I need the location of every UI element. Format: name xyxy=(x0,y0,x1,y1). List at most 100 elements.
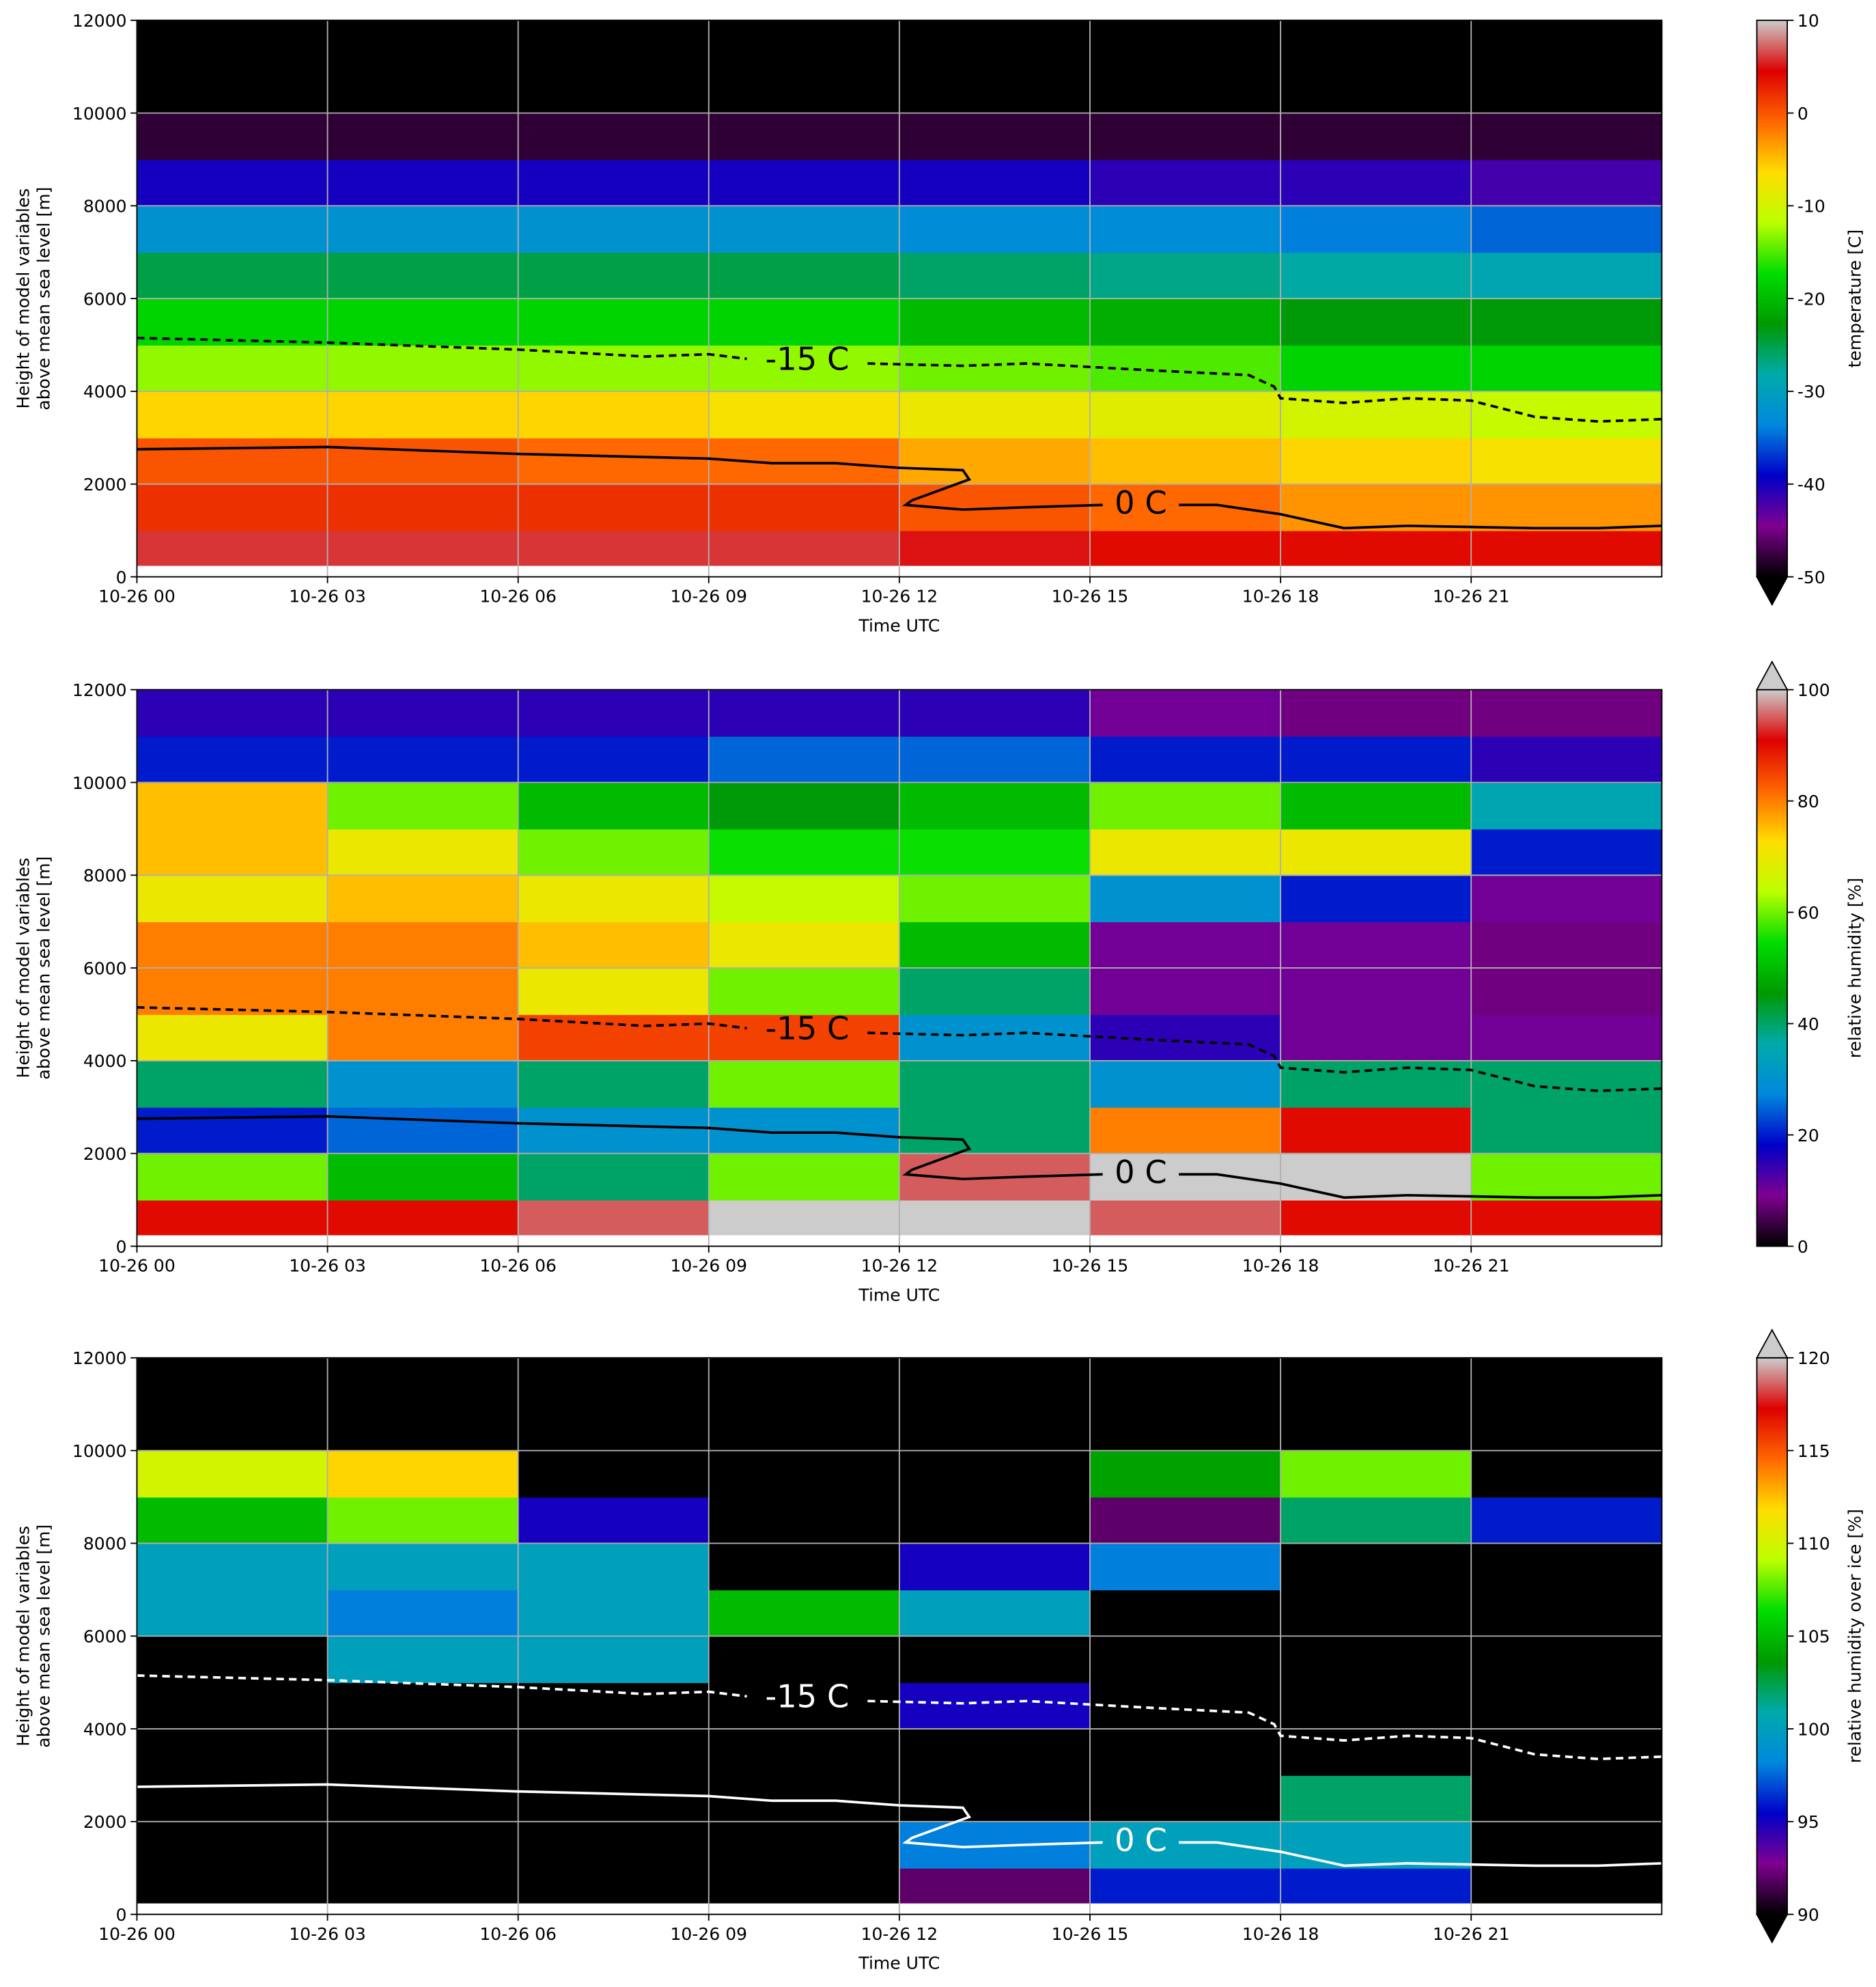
colorbar-tick-label: -40 xyxy=(1797,475,1825,495)
heatmap-cell xyxy=(708,829,900,876)
x-tick-label: 10-26 06 xyxy=(479,1924,557,1944)
heatmap-cell xyxy=(327,1729,519,1776)
x-tick-label: 10-26 06 xyxy=(479,587,557,607)
heatmap-cell xyxy=(899,921,1091,969)
heatmap-cell xyxy=(1471,1404,1663,1451)
heatmap-cell xyxy=(1471,20,1663,68)
colorbar-tick-label: 20 xyxy=(1797,1126,1819,1145)
heatmap-cell xyxy=(899,113,1091,161)
colorbar-extend-min xyxy=(1755,1913,1789,1944)
heatmap-cell xyxy=(899,530,1091,566)
heatmap-cell xyxy=(708,1014,900,1061)
x-tick-label: 10-26 09 xyxy=(670,587,747,607)
heatmap-cell xyxy=(137,530,328,566)
x-tick-label: 10-26 00 xyxy=(98,587,176,607)
x-tick-label: 10-26 00 xyxy=(98,1924,176,1944)
heatmap-cell xyxy=(518,484,710,531)
heatmap-cell xyxy=(899,206,1091,253)
heatmap-cell xyxy=(1089,736,1282,783)
heatmap-cell xyxy=(518,391,710,439)
heatmap-cell xyxy=(1089,689,1282,737)
heatmap-cell xyxy=(899,736,1091,783)
heatmap-cell xyxy=(708,689,900,737)
heatmap-cell xyxy=(518,66,710,114)
x-axis-label: Time UTC xyxy=(858,1285,940,1305)
heatmap-cell xyxy=(327,689,519,737)
contour-label: -15 C xyxy=(766,340,850,377)
y-tick-label: 2000 xyxy=(83,1812,127,1832)
heatmap-cell xyxy=(708,921,900,969)
heatmap-cell xyxy=(1089,875,1282,923)
x-tick-label: 10-26 15 xyxy=(1052,1924,1129,1944)
heatmap-cell xyxy=(137,1153,328,1201)
y-tick-label: 10000 xyxy=(72,773,127,793)
y-tick-label: 12000 xyxy=(72,1348,127,1368)
heatmap-cell xyxy=(137,1497,328,1544)
heatmap-cell xyxy=(1471,921,1663,969)
y-axis-label: Height of model variables xyxy=(14,858,33,1079)
heatmap-cell xyxy=(518,829,710,876)
heatmap-cell xyxy=(1280,252,1472,300)
heatmap-cell xyxy=(1280,159,1472,207)
heatmap-cell xyxy=(137,1404,328,1451)
heatmap-cell xyxy=(1471,875,1663,923)
heatmap-cell xyxy=(899,1014,1091,1061)
heatmap-cell xyxy=(708,1821,900,1869)
heatmap-cell xyxy=(1280,1497,1472,1544)
heatmap-cell xyxy=(327,782,519,830)
y-tick-label: 0 xyxy=(116,1237,127,1257)
heatmap-cell xyxy=(327,1357,519,1405)
heatmap-cell xyxy=(327,345,519,392)
heatmap-cell xyxy=(1280,345,1472,392)
x-tick-label: 10-26 12 xyxy=(861,587,938,607)
x-tick-label: 10-26 21 xyxy=(1433,587,1510,607)
heatmap-cell xyxy=(1471,782,1663,830)
heatmap-cell xyxy=(1280,1199,1472,1236)
heatmap-cell xyxy=(1280,437,1472,485)
heatmap-cell xyxy=(899,391,1091,439)
x-tick-label: 10-26 06 xyxy=(479,1256,557,1276)
heatmap-cell xyxy=(1089,252,1282,300)
heatmap-cell xyxy=(1471,484,1663,531)
heatmap-cell xyxy=(518,530,710,566)
heatmap-cell xyxy=(327,736,519,783)
heatmap-cell xyxy=(327,437,519,485)
heatmap-cell xyxy=(1280,1729,1472,1776)
heatmap-cell xyxy=(1089,437,1282,485)
heatmap-cell xyxy=(518,345,710,392)
heatmap-cell xyxy=(1280,829,1472,876)
heatmap-cell xyxy=(137,1450,328,1498)
heatmap-cell xyxy=(518,1729,710,1776)
heatmap-cell xyxy=(137,921,328,969)
heatmap-cell xyxy=(1089,1543,1282,1591)
y-axis-label: above mean sea level [m] xyxy=(33,857,53,1080)
heatmap-cell xyxy=(899,298,1091,346)
heatmap-cell xyxy=(327,1107,519,1154)
heatmap-cell xyxy=(327,298,519,346)
colorbar-extend-max xyxy=(1755,1329,1789,1359)
x-tick-label: 10-26 21 xyxy=(1433,1256,1510,1276)
heatmap-cell xyxy=(899,437,1091,485)
heatmap-cell xyxy=(1280,113,1472,161)
heatmap-cell xyxy=(137,1775,328,1822)
contour-line xyxy=(137,1674,1662,1761)
heatmap-cell xyxy=(1089,1450,1282,1498)
heatmap-cell xyxy=(1280,206,1472,253)
heatmap-cell xyxy=(899,1775,1091,1822)
heatmap-cell xyxy=(1280,1357,1472,1405)
heatmap-cell xyxy=(1471,1682,1663,1729)
heatmap-cell xyxy=(137,345,328,392)
colorbar-tick-label: 40 xyxy=(1797,1014,1819,1034)
heatmap-cell xyxy=(1089,1867,1282,1904)
heatmap-cell xyxy=(1280,736,1472,783)
colorbar-tick-label: 0 xyxy=(1797,104,1808,124)
heatmap-cell xyxy=(1280,66,1472,114)
x-axis-label: Time UTC xyxy=(858,615,940,635)
heatmap-cell xyxy=(1471,1729,1663,1776)
heatmap-cell xyxy=(518,1199,710,1236)
heatmap-cell xyxy=(137,20,328,68)
heatmap-cell xyxy=(518,1682,710,1729)
heatmap-cell xyxy=(327,159,519,207)
heatmap-cell xyxy=(327,206,519,253)
heatmap-cell xyxy=(1089,968,1282,1015)
